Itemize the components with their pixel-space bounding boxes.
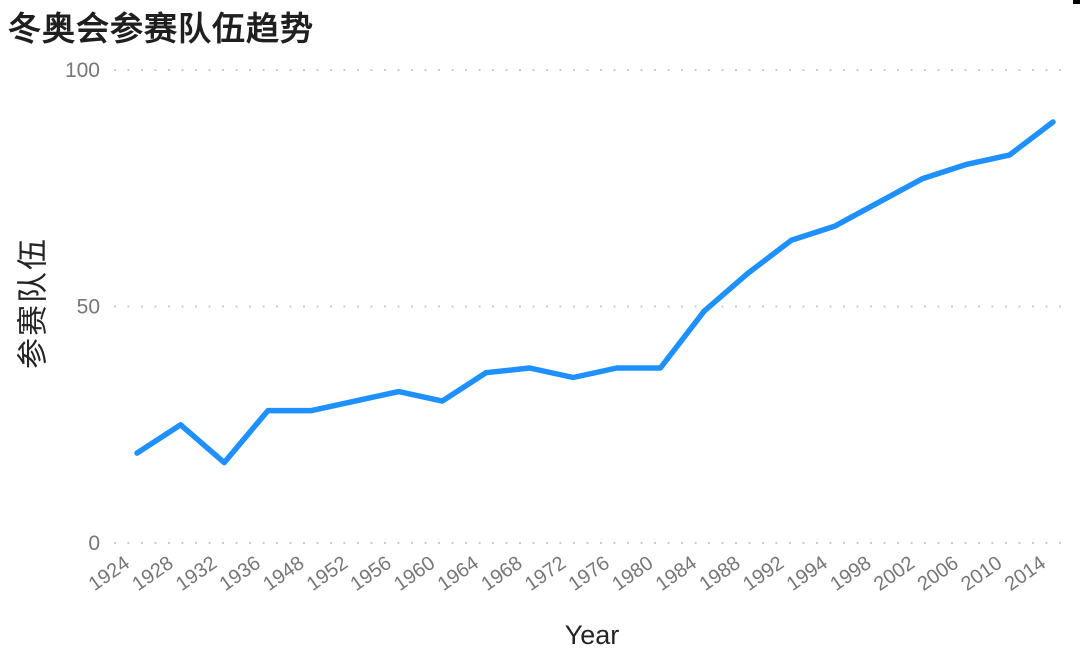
y-tick-label: 100	[65, 59, 100, 82]
x-tick-label: 1948	[259, 552, 308, 596]
x-tick-label: 2014	[1001, 552, 1050, 596]
x-tick-label: 2002	[870, 552, 919, 596]
y-tick-label: 50	[77, 296, 100, 319]
x-tick-label: 1980	[608, 552, 657, 596]
x-tick-label: 1994	[783, 552, 832, 596]
x-tick-label: 1952	[303, 552, 352, 596]
x-tick-label: 1928	[128, 552, 177, 596]
x-tick-label: 1960	[390, 552, 439, 596]
trend-line	[134, 119, 1056, 466]
x-tick-label: 1932	[172, 552, 221, 596]
x-tick-label: 1972	[521, 552, 570, 596]
x-tick-label: 1988	[695, 552, 744, 596]
x-tick-label: 1992	[739, 552, 788, 596]
x-tick-label: 1964	[434, 552, 483, 596]
x-axis-title: Year	[564, 620, 620, 650]
x-tick-label: 1998	[826, 552, 875, 596]
x-tick-label: 1968	[477, 552, 526, 596]
x-tick-label: 1984	[652, 552, 701, 596]
x-tick-label: 1956	[347, 552, 396, 596]
x-tick-label: 2006	[914, 552, 963, 596]
x-tick-label: 2010	[957, 552, 1006, 596]
corner-artifact	[1073, 0, 1080, 4]
chart-title: 冬奥会参赛队伍趋势	[8, 10, 314, 47]
y-tick-label: 0	[88, 532, 100, 555]
x-tick-label: 1936	[216, 552, 265, 596]
x-tick-label: 1924	[85, 552, 134, 596]
x-tick-label: 1976	[565, 552, 614, 596]
